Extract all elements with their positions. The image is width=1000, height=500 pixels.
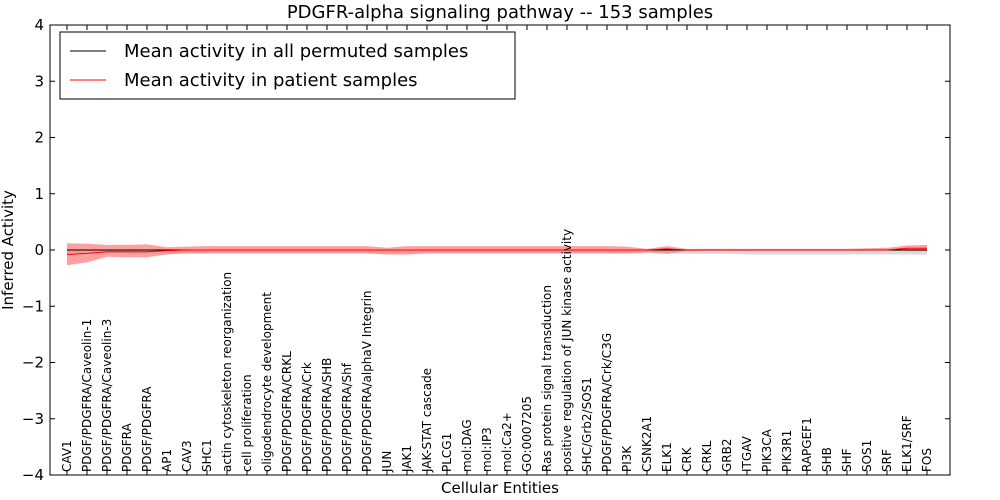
x-tick-label: SHF <box>840 448 854 472</box>
x-tick-label: PDGF/PDGFRA/Shf <box>340 362 354 472</box>
x-tick-label: JAK-STAT cascade <box>420 368 434 473</box>
x-tick-label: CRKL <box>700 440 714 472</box>
x-tick-label: PDGF/PDGFRA/Crk <box>300 362 314 472</box>
x-tick-label: mol:IP3 <box>480 427 494 472</box>
x-tick-label: SHC/Grb2/SOS1 <box>580 377 594 472</box>
x-tick-label: JUN <box>380 451 394 473</box>
x-tick-label: JAK1 <box>400 445 414 473</box>
x-tick-label: positive regulation of JUN kinase activi… <box>560 229 574 472</box>
x-axis-ticks: CAV1 PDGF/PDGFRA/Caveolin-1 PDGF/PDGFRA/Ca… <box>60 25 934 475</box>
x-tick-label: cell proliferation <box>240 374 254 472</box>
band-series-1 <box>67 243 927 266</box>
y-tick-label: −4 <box>22 466 44 484</box>
y-tick-label: 2 <box>34 129 44 147</box>
legend-entry: Mean activity in patient samples <box>124 70 418 91</box>
y-axis-ticks: −4 −3 −2 −1 0 1 2 3 4 <box>22 16 950 484</box>
x-tick-label: actin cytoskeleton reorganization <box>220 272 234 472</box>
x-tick-label: SHB <box>820 447 834 472</box>
y-tick-label: 1 <box>34 185 44 203</box>
x-tick-label: PDGFRA <box>120 422 134 472</box>
x-tick-label: PIK3CA <box>760 428 774 472</box>
y-tick-label: 3 <box>34 72 44 90</box>
x-tick-label: PDGF/PDGFRA/Caveolin-1 <box>80 319 94 472</box>
x-tick-label: CAV1 <box>60 440 74 472</box>
x-tick-label: SRF <box>880 449 894 472</box>
chart-title: PDGFR-alpha signaling pathway -- 153 sam… <box>287 2 713 23</box>
x-tick-label: ITGAV <box>740 435 754 472</box>
x-tick-label: PDGF/PDGFRA/Crk/C3G <box>600 333 614 472</box>
y-tick-label: 0 <box>34 241 44 259</box>
x-tick-label: CRK <box>680 446 694 472</box>
x-tick-label: PDGF/PDGFRA/CRKL <box>280 351 294 472</box>
x-tick-label: PLCG1 <box>440 433 454 472</box>
x-tick-label: SOS1 <box>860 440 874 472</box>
series-lines <box>66 247 927 255</box>
confidence-bands <box>67 243 927 266</box>
x-tick-label: mol:Ca2+ <box>500 412 514 472</box>
x-tick-label: ELK1 <box>660 442 674 472</box>
x-tick-label: PI3K <box>620 445 634 472</box>
x-tick-label: CSNK2A1 <box>640 416 654 472</box>
y-tick-label: −3 <box>22 410 44 428</box>
x-axis-label: Cellular Entities <box>441 479 559 497</box>
line-series-1 <box>66 247 927 255</box>
y-tick-label: 4 <box>34 16 44 34</box>
x-tick-label: PDGF/PDGFRA/alphaV Integrin <box>360 290 374 472</box>
y-tick-label: −2 <box>22 354 44 372</box>
x-tick-label: GO:0007205 <box>520 396 534 472</box>
x-tick-label: GRB2 <box>720 438 734 472</box>
x-tick-label: mol:DAG <box>460 419 474 472</box>
legend: Mean activity in all permuted samples Mea… <box>59 31 516 100</box>
x-tick-label: PIK3R1 <box>780 430 794 472</box>
y-tick-label: −1 <box>22 297 44 315</box>
x-tick-label: SHC1 <box>200 439 214 472</box>
x-tick-label: RAPGEF1 <box>800 417 814 472</box>
x-tick-label: Ras protein signal transduction <box>540 285 554 472</box>
legend-entry: Mean activity in all permuted samples <box>124 41 468 62</box>
x-tick-label: PDGF/PDGFRA/Caveolin-3 <box>100 319 114 472</box>
x-tick-label: PDGF/PDGFRA/SHB <box>320 358 334 472</box>
x-tick-label: AP1 <box>160 449 174 472</box>
legend-box <box>59 31 516 100</box>
x-tick-label: PDGF/PDGFRA <box>140 386 154 472</box>
y-axis-label: Inferred Activity <box>0 190 17 310</box>
x-tick-label: FOS <box>920 448 934 472</box>
x-tick-label: CAV3 <box>180 440 194 472</box>
x-tick-label: ELK1/SRF <box>900 415 914 472</box>
x-tick-label: oligodendrocyte development <box>260 292 274 472</box>
